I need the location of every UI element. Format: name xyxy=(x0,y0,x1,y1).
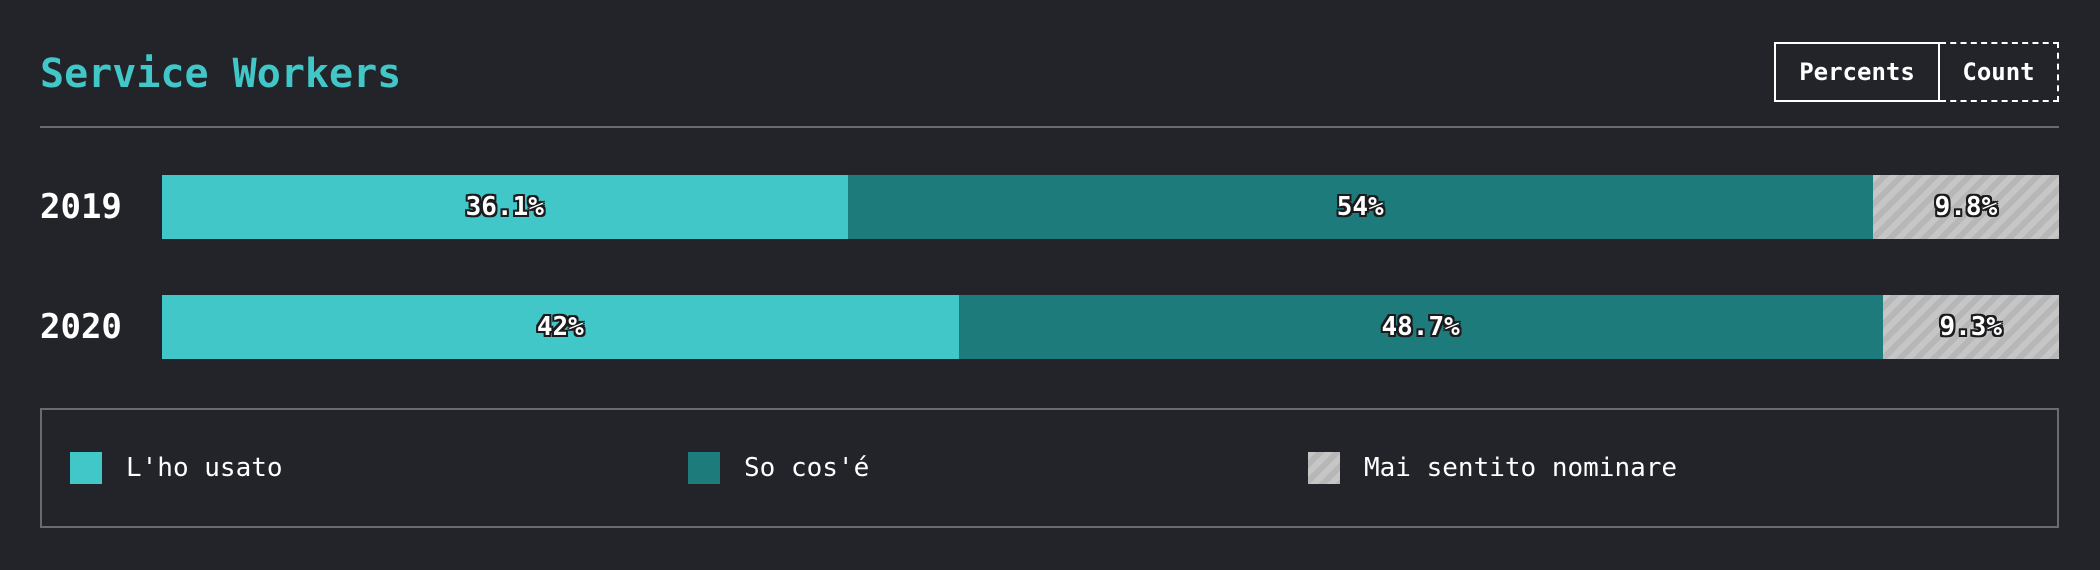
legend: L'ho usato So cos'é Mai sentito nominare xyxy=(40,408,2059,528)
legend-item-never[interactable]: Mai sentito nominare xyxy=(1308,410,1677,526)
chart-title: Service Workers xyxy=(40,51,402,97)
bar-2020: 42% 48.7% 9.3% xyxy=(162,295,2059,359)
data-label-2020-used: 42% xyxy=(536,312,584,342)
legend-label-used: L'ho usato xyxy=(126,453,283,483)
bar-segment-2019-used: 36.1% xyxy=(162,175,848,239)
bar-segment-2020-know: 48.7% xyxy=(958,295,1883,359)
legend-swatch-used xyxy=(70,452,102,484)
bar-segment-2019-never: 9.8% xyxy=(1872,175,2059,239)
unit-toggle: Percents Count xyxy=(1774,42,2059,102)
percents-button[interactable]: Percents xyxy=(1774,42,1940,102)
data-label-2019-used: 36.1% xyxy=(465,192,544,222)
count-button[interactable]: Count xyxy=(1940,42,2059,102)
legend-label-know: So cos'é xyxy=(744,453,870,483)
data-label-2019-know: 54% xyxy=(1336,192,1384,222)
bar-segment-2019-know: 54% xyxy=(847,175,1873,239)
bar-segment-2020-never: 9.3% xyxy=(1882,295,2059,359)
data-label-2019-never: 9.8% xyxy=(1934,192,1998,222)
legend-swatch-never xyxy=(1308,452,1340,484)
row-label-2020: 2020 xyxy=(40,307,122,347)
legend-item-know[interactable]: So cos'é xyxy=(688,410,869,526)
header-divider xyxy=(40,126,2059,128)
legend-item-used[interactable]: L'ho usato xyxy=(70,410,283,526)
bar-2019: 36.1% 54% 9.8% xyxy=(162,175,2059,239)
data-label-2020-never: 9.3% xyxy=(1939,312,2003,342)
legend-label-never: Mai sentito nominare xyxy=(1364,453,1678,483)
legend-swatch-know xyxy=(688,452,720,484)
bar-segment-2020-used: 42% xyxy=(162,295,959,359)
row-label-2019: 2019 xyxy=(40,187,122,227)
data-label-2020-know: 48.7% xyxy=(1381,312,1460,342)
